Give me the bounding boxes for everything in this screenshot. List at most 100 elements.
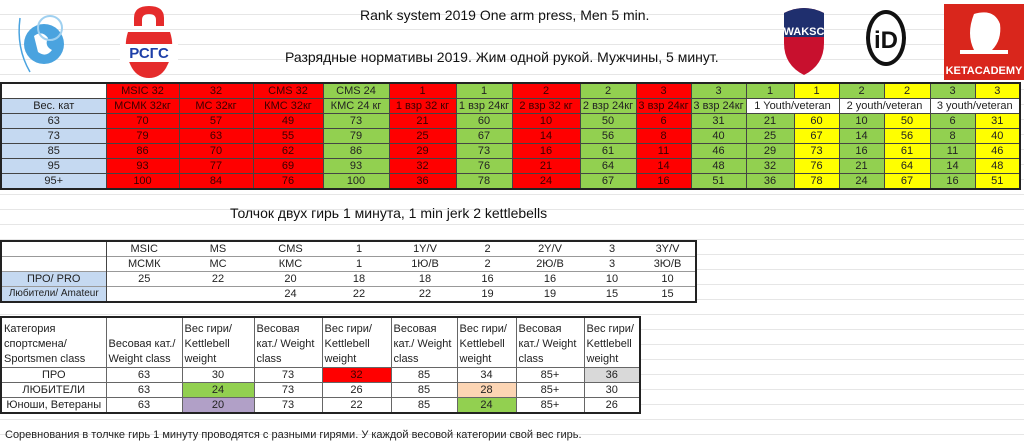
value-cell: 51 xyxy=(974,173,1021,190)
header-cell: 3 xyxy=(929,82,976,99)
value-cell: 69 xyxy=(252,158,324,174)
header-cell: 2 xyxy=(511,82,581,99)
value-cell: 14 xyxy=(838,128,885,144)
value-cell: 55 xyxy=(252,128,324,144)
row-label: Любители/ Amateur xyxy=(1,286,107,302)
table-row: ПРО/ PRO 25 22 20 18 18 16 16 10 10 xyxy=(1,271,696,287)
header-cell: Весовая кат./ Weight class xyxy=(515,316,585,368)
header-cell: 1 взр 24кг xyxy=(455,98,513,114)
row-label xyxy=(1,240,107,257)
value-cell: 3Y/V xyxy=(640,240,696,257)
value-cell: 14 xyxy=(511,128,581,144)
value-cell: 32 xyxy=(745,158,795,174)
header-cell: MSIC 32 xyxy=(105,82,180,99)
value-cell: 10 xyxy=(640,271,696,287)
value-cell: 26 xyxy=(583,396,641,413)
value-cell: 93 xyxy=(322,158,390,174)
value-cell: 76 xyxy=(455,158,513,174)
header-cell: Вес. кат xyxy=(0,98,107,114)
table-row: 73 79 63 55 79 25 67 14 56 8 40 25 67 14 56 8 40 xyxy=(0,128,1021,144)
header-cell: CMS 24 xyxy=(322,82,390,99)
header-cell: Весовая кат./ Weight class xyxy=(390,316,458,368)
value-cell: 21 xyxy=(388,113,457,129)
header-cell xyxy=(0,82,107,99)
value-cell: 85 xyxy=(390,366,458,383)
header-cell: 2 youth/veteran xyxy=(838,98,931,114)
value-cell: 22 xyxy=(327,286,391,302)
table-row: 95+ 100 84 76 100 36 78 24 67 16 51 36 78 24 67 16 51 xyxy=(0,173,1021,190)
value-cell: 8 xyxy=(635,128,692,144)
value-cell: 86 xyxy=(322,143,390,159)
value-cell: 21 xyxy=(511,158,581,174)
value-cell: MS xyxy=(182,240,254,257)
weight-class-cell: 73 xyxy=(0,128,107,144)
value-cell: 73 xyxy=(253,396,323,413)
header-cell: Вес гири/ Kettlebell weight xyxy=(321,316,392,368)
value-cell: 73 xyxy=(253,366,323,383)
value-cell: 2Y/V xyxy=(516,240,584,257)
header-cell: 1 xyxy=(388,82,457,99)
value-cell: 25 xyxy=(106,271,182,287)
value-cell: 46 xyxy=(974,143,1021,159)
header-cell: МСМК 32кг xyxy=(105,98,180,114)
value-cell: 63 xyxy=(105,381,183,398)
header-cell: 2 взр 24кг xyxy=(579,98,637,114)
jerk-standards-table: MSIC MS CMS 1 1Y/V 2 2Y/V 3 3Y/V МСМК МС КМС 1 1Ю/В 2 2… xyxy=(0,240,697,303)
table-row: 63 70 57 49 73 21 60 10 50 6 31 21 60 10 50 6 31 xyxy=(0,113,1021,129)
value-cell: 77 xyxy=(178,158,254,174)
value-cell: 26 xyxy=(321,381,392,398)
svg-text:KETACADEMY: KETACADEMY xyxy=(946,65,1023,77)
value-cell: 16 xyxy=(929,173,976,190)
value-cell: 40 xyxy=(690,128,747,144)
weight-class-cell: 85 xyxy=(0,143,107,159)
value-cell: 78 xyxy=(455,173,513,190)
value-cell: 76 xyxy=(252,173,324,190)
header-row-en: MSIC 32 32 CMS 32 CMS 24 1 1 2 2 3 3 1 1 2 2 3 3 xyxy=(0,82,1021,99)
header-cell: МС 32кг xyxy=(178,98,254,114)
header-cell: КМС 24 кг xyxy=(322,98,390,114)
value-cell: 63 xyxy=(178,128,254,144)
value-cell: 61 xyxy=(579,143,637,159)
table-row: 95 93 77 69 93 32 76 21 64 14 48 32 76 21 64 14 48 xyxy=(0,158,1021,174)
title-en: Rank system 2019 One arm press, Men 5 mi… xyxy=(360,7,650,23)
idkbc-logo: iD xyxy=(862,6,910,76)
value-cell: 20 xyxy=(181,396,255,413)
value-cell: 30 xyxy=(181,366,255,383)
value-cell: 15 xyxy=(640,286,696,302)
value-cell: 67 xyxy=(883,173,931,190)
row-label: ЛЮБИТЕЛИ xyxy=(0,381,107,398)
value-cell: 60 xyxy=(793,113,840,129)
value-cell: 79 xyxy=(105,128,180,144)
row-label: ПРО xyxy=(0,366,107,383)
header-cell: Вес гири/ Kettlebell weight xyxy=(181,316,255,368)
value-cell: MSIC xyxy=(106,240,182,257)
value-cell: 76 xyxy=(793,158,840,174)
value-cell: 6 xyxy=(929,113,976,129)
header-cell: 1 взр 32 кг xyxy=(388,98,457,114)
value-cell: 29 xyxy=(388,143,457,159)
value-cell: 67 xyxy=(579,173,637,190)
value-cell: 16 xyxy=(516,271,584,287)
value-cell: 34 xyxy=(456,366,517,383)
weight-class-cell: 63 xyxy=(0,113,107,129)
value-cell: 60 xyxy=(455,113,513,129)
value-cell: 32 xyxy=(388,158,457,174)
value-cell: 85+ xyxy=(515,381,585,398)
value-cell: 50 xyxy=(579,113,637,129)
value-cell: 85+ xyxy=(515,366,585,383)
value-cell: 36 xyxy=(388,173,457,190)
header-cell: 1 Youth/veteran xyxy=(745,98,840,114)
value-cell xyxy=(106,286,182,302)
value-cell: 36 xyxy=(583,366,641,383)
value-cell: 16 xyxy=(635,173,692,190)
header-row-ru: Вес. кат МСМК 32кг МС 32кг КМС 32кг КМС 24 к… xyxy=(0,98,1021,114)
row-label xyxy=(1,256,107,272)
value-cell: 6 xyxy=(635,113,692,129)
waksc-logo: WAKSC xyxy=(780,5,828,77)
value-cell: 67 xyxy=(455,128,513,144)
value-cell: 24 xyxy=(456,396,517,413)
value-cell: 73 xyxy=(793,143,840,159)
value-cell: 10 xyxy=(584,271,640,287)
value-cell: 21 xyxy=(745,113,795,129)
value-cell: 61 xyxy=(883,143,931,159)
